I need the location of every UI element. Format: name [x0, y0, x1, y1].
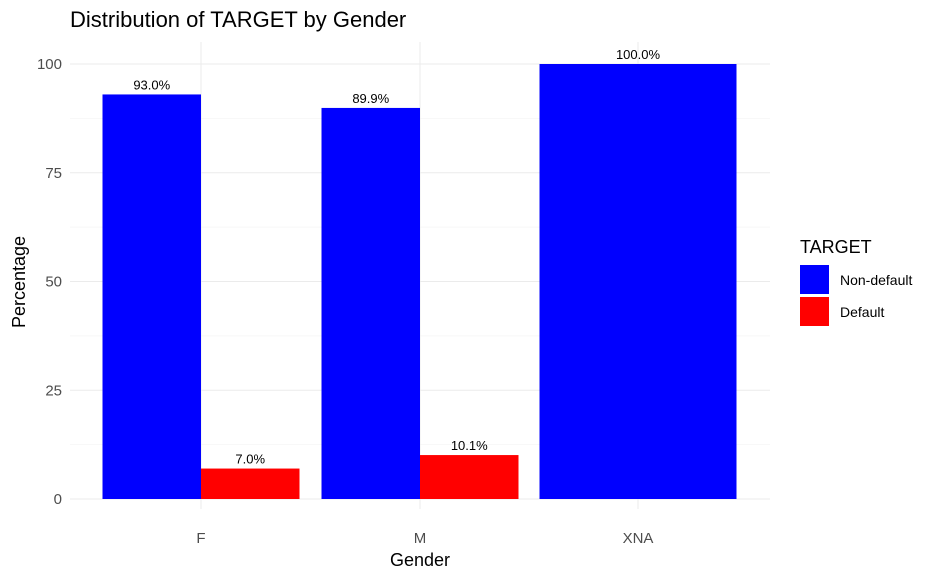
data-label: 100.0%: [616, 47, 661, 62]
x-axis-title: Gender: [390, 550, 450, 570]
bar: [539, 64, 737, 499]
data-label: 89.9%: [352, 91, 389, 106]
legend-label: Default: [840, 304, 884, 320]
bar: [420, 455, 519, 499]
y-axis: 0 25 50 75 100: [37, 56, 62, 508]
legend-label: Non-default: [840, 272, 912, 288]
bar-labels: 93.0% 7.0% 89.9% 10.1% 100.0%: [133, 47, 660, 467]
x-tick-label: XNA: [623, 530, 654, 547]
chart-title: Distribution of TARGET by Gender: [70, 7, 406, 32]
y-tick-label: 25: [45, 382, 62, 399]
legend-swatch: [800, 297, 829, 326]
bars: [102, 64, 737, 499]
y-tick-label: 75: [45, 165, 62, 182]
y-axis-title: Percentage: [9, 236, 29, 328]
x-tick-label: M: [414, 530, 427, 547]
y-tick-label: 100: [37, 56, 62, 73]
legend: TARGET Non-default Default: [800, 237, 912, 326]
x-tick-label: F: [196, 530, 205, 547]
data-label: 10.1%: [451, 438, 488, 453]
y-tick-label: 50: [45, 274, 62, 291]
bar: [321, 107, 420, 499]
data-label: 93.0%: [133, 77, 170, 92]
y-tick-label: 0: [54, 491, 62, 508]
bar: [102, 94, 201, 499]
x-axis: F M XNA: [196, 530, 653, 547]
legend-title: TARGET: [800, 237, 872, 257]
data-label: 7.0%: [235, 452, 265, 467]
bar: [201, 468, 300, 499]
legend-swatch: [800, 265, 829, 294]
